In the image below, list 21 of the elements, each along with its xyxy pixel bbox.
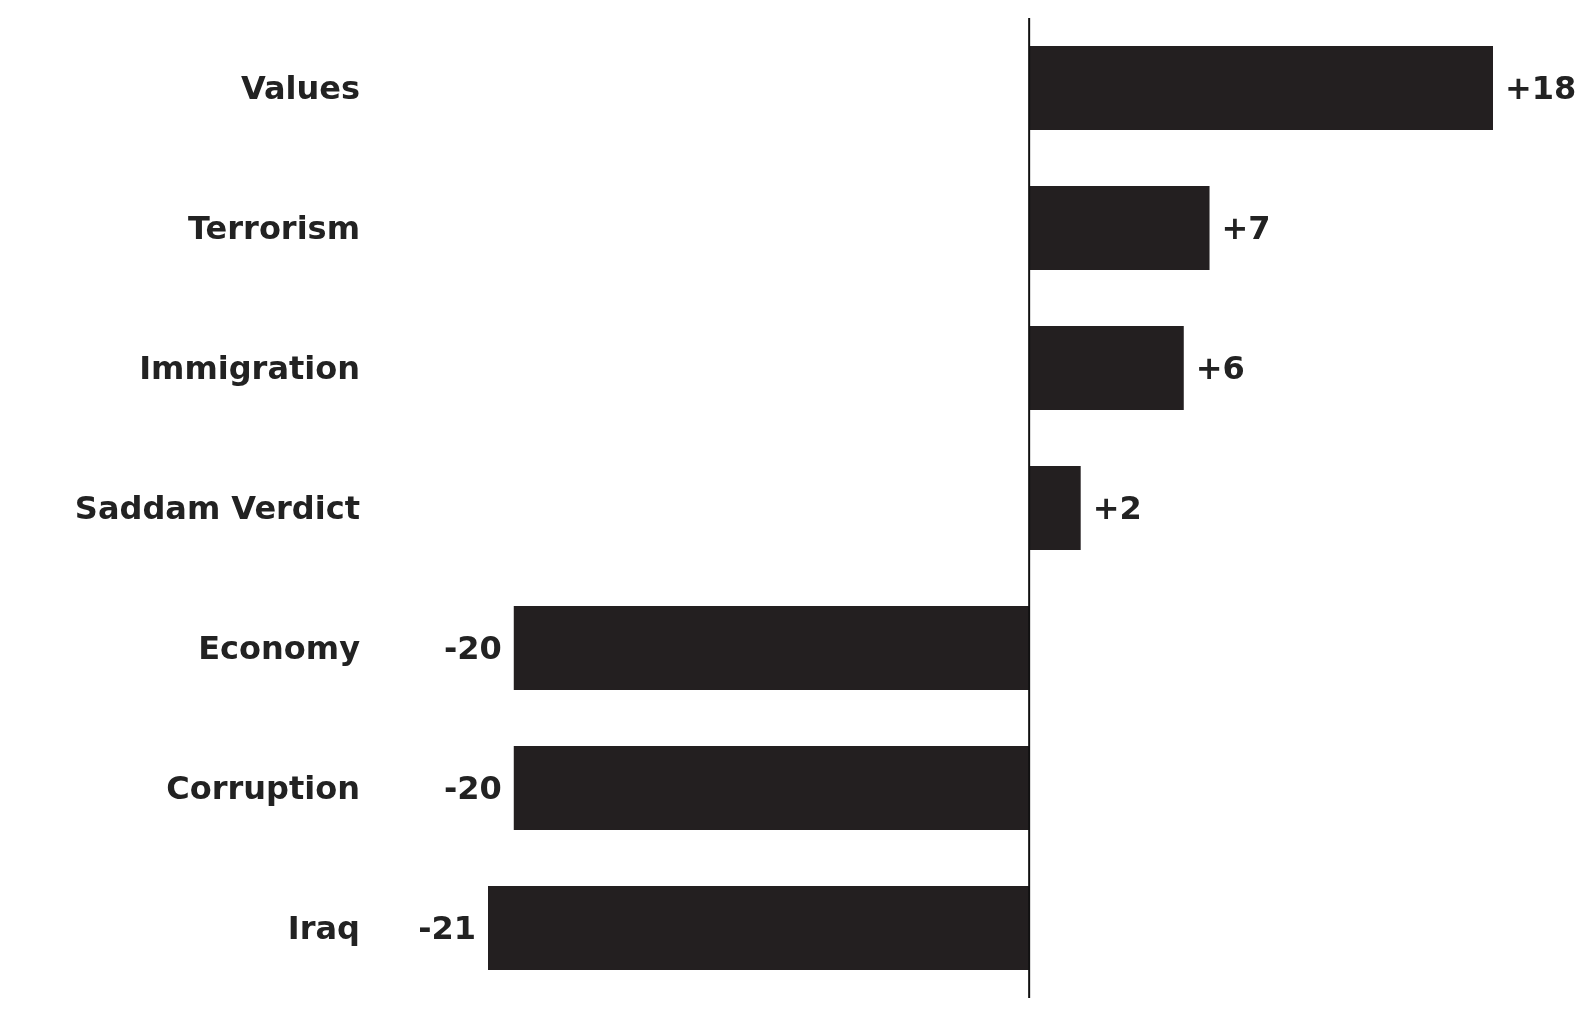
data-label: +2 (1092, 489, 1142, 527)
bar (488, 886, 1030, 970)
bar (513, 606, 1030, 690)
y-tick-label: Immigration (139, 349, 360, 388)
bar (1029, 326, 1184, 410)
bar (1029, 186, 1210, 270)
bar (1029, 466, 1081, 550)
bar (513, 746, 1030, 830)
y-tick-label: Economy (198, 629, 361, 668)
y-tick-label: Corruption (166, 769, 360, 808)
data-label: +6 (1195, 349, 1245, 387)
data-label: -20 (443, 629, 502, 667)
data-label: +7 (1221, 209, 1271, 247)
y-tick-label: Iraq (287, 909, 360, 948)
y-tick-label: Saddam Verdict (74, 489, 360, 528)
y-tick-label: Values (240, 69, 360, 108)
data-label: -21 (418, 909, 476, 947)
data-label: +18 (1505, 69, 1577, 107)
data-label: -20 (443, 769, 502, 807)
bar (1029, 46, 1493, 130)
y-tick-label: Terrorism (188, 209, 360, 248)
